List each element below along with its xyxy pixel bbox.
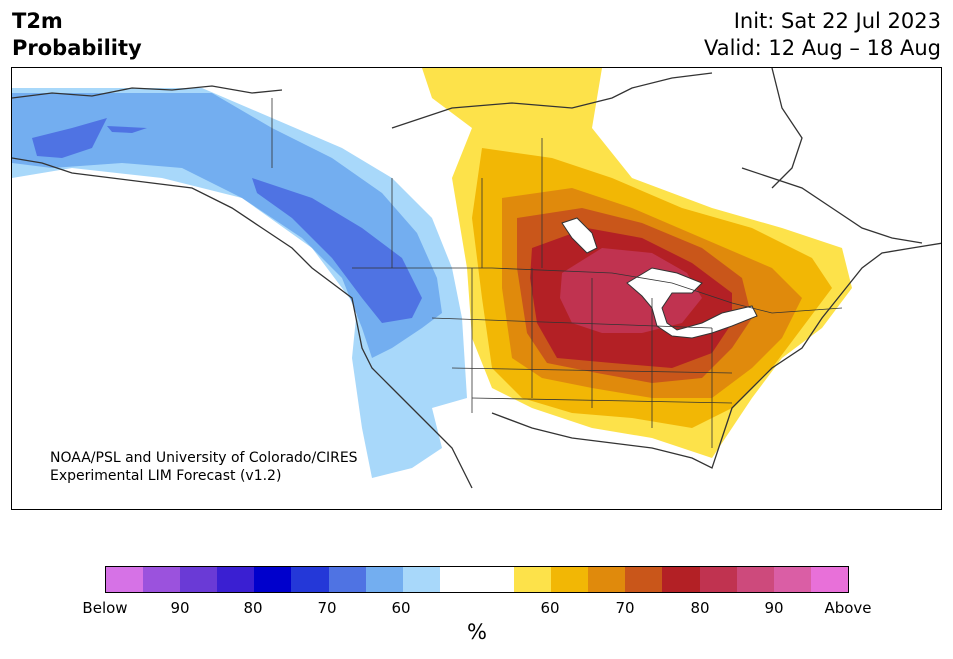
colorbar-swatch xyxy=(291,567,329,592)
colorbar-unit: % xyxy=(467,620,487,644)
colorbar-swatch xyxy=(439,567,477,592)
credit-line-1: NOAA/PSL and University of Colorado/CIRE… xyxy=(50,450,358,466)
political-borders xyxy=(271,98,843,448)
cold-90-region xyxy=(107,126,147,133)
credit-line-2: Experimental LIM Forecast (v1.2) xyxy=(50,468,282,484)
colorbar-tick-label: 80 xyxy=(690,599,710,617)
map-title: T2m Probability xyxy=(12,8,142,62)
colorbar-swatch xyxy=(588,567,626,592)
cold-70-region xyxy=(12,93,442,358)
colorbar-swatch xyxy=(736,567,774,592)
probability-colorbar xyxy=(105,566,849,593)
map-panel[interactable]: NOAA/PSL and University of Colorado/CIRE… xyxy=(11,67,942,510)
colorbar-swatch xyxy=(810,567,848,592)
cold-80-region xyxy=(32,118,422,323)
great-lakes xyxy=(626,267,758,339)
colorbar-swatch xyxy=(106,567,144,592)
colorbar-swatch xyxy=(180,567,218,592)
variable-label: T2m xyxy=(12,9,63,33)
colorbar-tick-label: 60 xyxy=(391,599,411,617)
colorbar-tick-label: Above xyxy=(824,599,872,617)
colorbar-swatch xyxy=(476,567,515,592)
colorbar-tick-label: 90 xyxy=(170,599,190,617)
colorbar-swatch xyxy=(551,567,589,592)
colorbar-swatch xyxy=(402,567,440,592)
lake-winnipeg xyxy=(561,217,598,254)
colorbar-swatch xyxy=(217,567,255,592)
probability-map xyxy=(12,68,941,489)
credit-note: NOAA/PSL and University of Colorado/CIRE… xyxy=(50,449,358,485)
colorbar-swatch xyxy=(699,567,737,592)
forecast-dates: Init: Sat 22 Jul 2023 Valid: 12 Aug – 18… xyxy=(704,8,941,62)
colorbar-swatch xyxy=(514,567,552,592)
init-date: Init: Sat 22 Jul 2023 xyxy=(733,9,941,33)
colorbar-tick-label: 70 xyxy=(615,599,635,617)
colorbar-tick-label: 60 xyxy=(540,599,560,617)
colorbar-tick-label: Below xyxy=(82,599,128,617)
colorbar-swatch xyxy=(662,567,700,592)
product-label: Probability xyxy=(12,36,142,60)
colorbar-tick-label: 80 xyxy=(243,599,263,617)
valid-range: Valid: 12 Aug – 18 Aug xyxy=(703,36,941,60)
colorbar-swatch xyxy=(773,567,811,592)
colorbar-swatch xyxy=(254,567,292,592)
colorbar-swatch xyxy=(625,567,663,592)
coastlines xyxy=(12,68,941,489)
colorbar-swatch xyxy=(365,567,403,592)
colorbar-swatch xyxy=(143,567,181,592)
colorbar-swatch xyxy=(328,567,366,592)
colorbar-tick-label: 90 xyxy=(764,599,784,617)
colorbar-tick-label: 70 xyxy=(317,599,337,617)
warm-top-region xyxy=(560,248,702,333)
